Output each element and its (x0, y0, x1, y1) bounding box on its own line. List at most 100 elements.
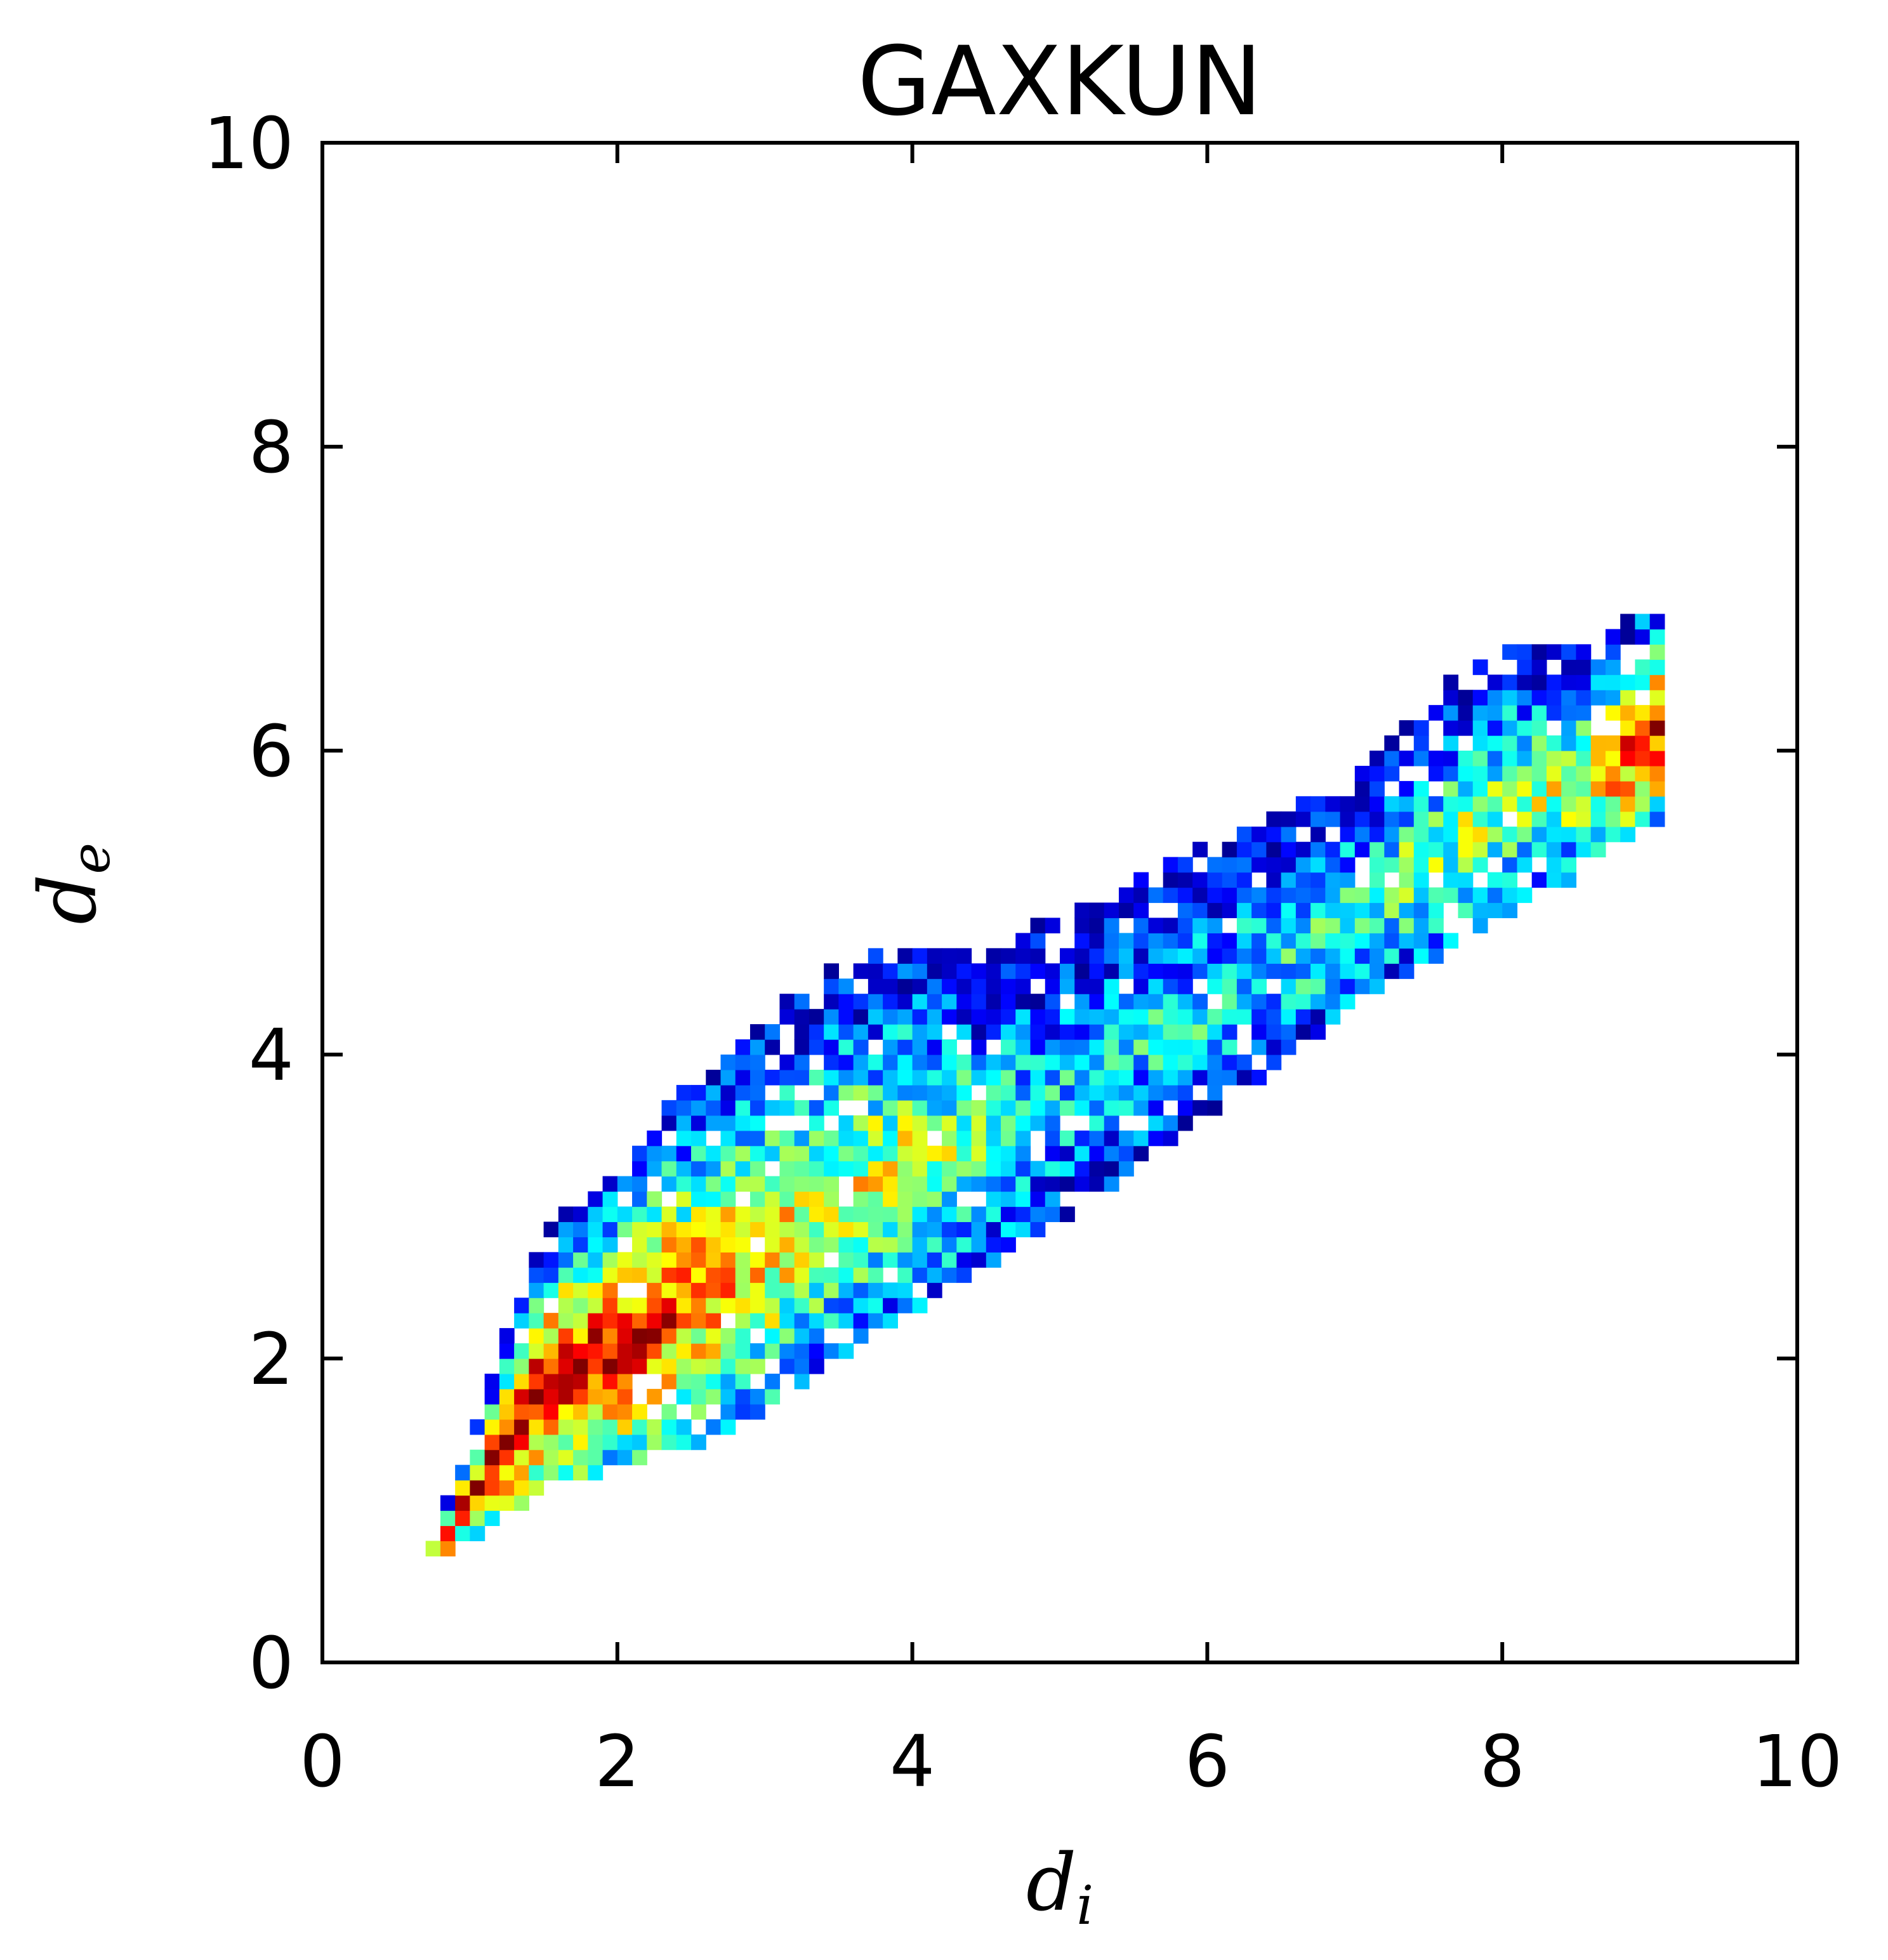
heatmap-cell (1133, 1024, 1149, 1040)
heatmap-cell (1295, 841, 1311, 858)
heatmap-cell (1118, 948, 1134, 964)
heatmap-cell (1399, 826, 1415, 843)
heatmap-cell (1133, 1084, 1149, 1101)
heatmap-cell (676, 1434, 692, 1450)
heatmap-cell (588, 1449, 604, 1466)
heatmap-cell (1074, 1145, 1090, 1162)
heatmap-cell (1104, 902, 1119, 919)
heatmap-cell (1502, 735, 1518, 751)
heatmap-cell (1030, 1069, 1046, 1086)
heatmap-cell (1472, 690, 1488, 706)
heatmap-cell (720, 1100, 736, 1116)
heatmap-cell (691, 1191, 706, 1207)
heatmap-cell (529, 1480, 545, 1496)
heatmap-cell (1502, 644, 1518, 660)
y-tick-label: 4 (249, 1015, 294, 1097)
heatmap-cell (1163, 1024, 1178, 1040)
x-tick-label: 4 (890, 1721, 935, 1803)
heatmap-cell (1517, 644, 1533, 660)
heatmap-cell (1531, 674, 1547, 690)
heatmap-cell (779, 1055, 795, 1070)
heatmap-cell (749, 1282, 765, 1298)
heatmap-cell (971, 1024, 987, 1040)
heatmap-cell (1104, 1176, 1119, 1192)
heatmap-cell (543, 1267, 559, 1283)
heatmap-cell (1266, 1055, 1282, 1070)
heatmap-cell (691, 1084, 706, 1101)
heatmap-cell (779, 1343, 795, 1359)
heatmap-cell (853, 1206, 869, 1223)
heatmap-cell (971, 1100, 987, 1116)
heatmap-cell (1060, 1024, 1075, 1040)
heatmap-cell (868, 1221, 883, 1237)
heatmap-cell (647, 1252, 663, 1268)
heatmap-cell (838, 1009, 854, 1025)
heatmap-cell (1443, 857, 1459, 873)
heatmap-cell (868, 948, 883, 964)
heatmap-cell (868, 1055, 883, 1070)
heatmap-cell (1295, 978, 1311, 994)
heatmap-cell (573, 1206, 588, 1223)
heatmap-cell (1620, 720, 1635, 736)
heatmap-cell (1104, 1145, 1119, 1162)
heatmap-cell (824, 1055, 839, 1070)
heatmap-cell (853, 1039, 869, 1055)
heatmap-cell (1207, 1084, 1223, 1101)
heatmap-cell (1089, 994, 1105, 1010)
heatmap-cell (986, 1069, 1001, 1086)
heatmap-cell (1015, 1176, 1031, 1192)
heatmap-cell (1236, 1009, 1252, 1025)
heatmap-cell (794, 994, 810, 1010)
heatmap-cell (868, 1206, 883, 1223)
heatmap-cell (1384, 887, 1400, 904)
heatmap-cell (1620, 674, 1635, 690)
heatmap-cell (1429, 705, 1444, 721)
heatmap-cell (1458, 841, 1474, 858)
heatmap-cell (1370, 811, 1385, 827)
heatmap-cell (1060, 1009, 1075, 1025)
heatmap-cell (779, 1282, 795, 1298)
heatmap-cell (632, 1161, 647, 1177)
heatmap-cell (588, 1434, 604, 1450)
heatmap-cell (779, 1221, 795, 1237)
heatmap-cell (1104, 994, 1119, 1010)
heatmap-cell (824, 1161, 839, 1177)
heatmap-cell (499, 1480, 515, 1496)
heatmap-cell (838, 1343, 854, 1359)
heatmap-cell (1104, 963, 1119, 979)
heatmap-cell (838, 1115, 854, 1131)
heatmap-cell (1443, 872, 1459, 888)
heatmap-cell (647, 1267, 663, 1283)
heatmap-cell (897, 1221, 913, 1237)
heatmap-cell (514, 1373, 529, 1390)
heatmap-cell (1340, 948, 1356, 964)
heatmap-cell (455, 1480, 470, 1496)
heatmap-cell (1590, 780, 1606, 797)
heatmap-cell (1458, 887, 1474, 904)
heatmap-cell (706, 1282, 722, 1298)
heatmap-cell (1089, 902, 1105, 919)
heatmap-cell (676, 1130, 692, 1147)
heatmap-cell (1295, 902, 1311, 919)
heatmap-cell (1635, 735, 1651, 751)
heatmap-cell (824, 1191, 839, 1207)
x-tick-label: 6 (1185, 1721, 1230, 1803)
heatmap-cell (1295, 963, 1311, 979)
heatmap-cell (1089, 1084, 1105, 1101)
heatmap-cell (543, 1343, 559, 1359)
heatmap-cell (1487, 735, 1503, 751)
heatmap-cell (573, 1313, 588, 1329)
heatmap-cell (1015, 1115, 1031, 1131)
heatmap-cell (617, 1404, 633, 1420)
heatmap-cell (838, 994, 854, 1010)
heatmap-cell (1222, 1009, 1238, 1025)
heatmap-cell (647, 1191, 663, 1207)
heatmap-cell (971, 963, 987, 979)
heatmap-cell (647, 1237, 663, 1253)
heatmap-cell (455, 1464, 470, 1481)
heatmap-cell (986, 948, 1001, 964)
heatmap-cell (1531, 780, 1547, 797)
heatmap-cell (514, 1404, 529, 1420)
y-tick-label: 8 (249, 407, 294, 489)
